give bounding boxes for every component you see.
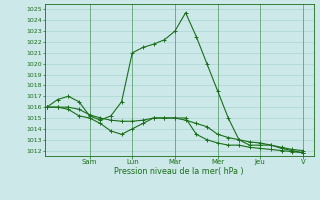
- X-axis label: Pression niveau de la mer( hPa ): Pression niveau de la mer( hPa ): [114, 167, 244, 176]
